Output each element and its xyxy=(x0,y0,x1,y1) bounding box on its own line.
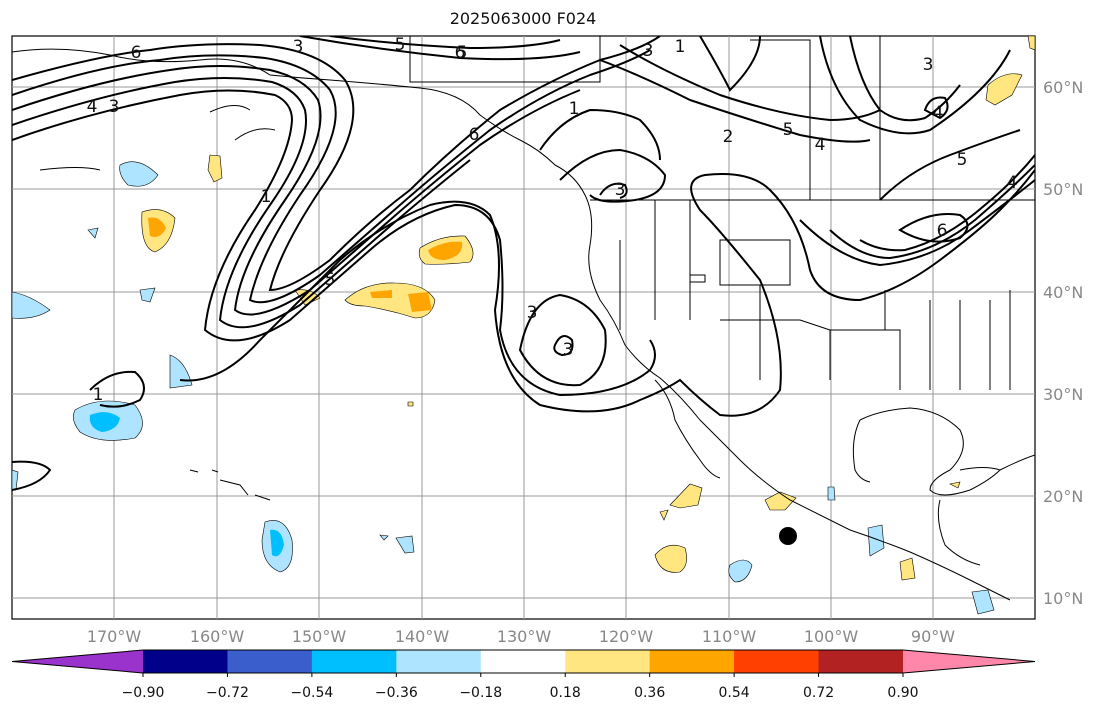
colorbar-tick-label: −0.90 xyxy=(122,685,165,701)
map-title: 2025063000 F024 xyxy=(449,9,597,28)
colorbar-segment xyxy=(649,650,735,673)
colorbar-extend-high xyxy=(903,650,1035,673)
lat-tick-label: 10°N xyxy=(1043,589,1083,608)
lon-tick-label: 120°W xyxy=(599,627,654,646)
contour-label: 6 xyxy=(131,43,142,63)
contour-label: 2 xyxy=(723,127,734,147)
contour-label: 1 xyxy=(675,37,686,57)
colorbar-tick-label: 0.90 xyxy=(887,685,918,701)
tropical-cyclone-marker xyxy=(779,527,797,545)
contour-label: 3 xyxy=(923,55,934,75)
colorbar-segment xyxy=(311,650,397,673)
lat-tick-label: 30°N xyxy=(1043,385,1083,404)
contour-label: 5 xyxy=(783,120,794,140)
lon-tick-label: 150°W xyxy=(292,627,347,646)
contour-label: 3 xyxy=(527,303,538,323)
positive-anomaly-shading xyxy=(141,36,1035,581)
colorbar-tick-label: −0.36 xyxy=(375,685,418,701)
colorbar-extend-low xyxy=(12,650,143,673)
lat-tick-label: 20°N xyxy=(1043,487,1083,506)
contour-label: 3 xyxy=(293,37,304,57)
colorbar-tick-label: 0.72 xyxy=(803,685,834,701)
lat-tick-label: 40°N xyxy=(1043,283,1083,302)
colorbar xyxy=(11,649,1036,674)
contour-label: 3 xyxy=(615,180,626,200)
contour-label: 4 xyxy=(1007,173,1018,193)
lon-tick-label: 110°W xyxy=(702,627,757,646)
contour-label: 4 xyxy=(815,135,826,155)
contour-label: 4 xyxy=(87,97,98,117)
graticule xyxy=(12,36,1035,619)
colorbar-tick-labels: −0.90 −0.72 −0.54 −0.36 −0.18 0.18 0.36 0.54 0.7… xyxy=(122,673,919,701)
colorbar-tick-label: −0.18 xyxy=(459,685,502,701)
lon-tick-label: 140°W xyxy=(395,627,450,646)
contour-label: 3 xyxy=(563,340,574,360)
lat-tick-label: 50°N xyxy=(1043,180,1083,199)
lon-tick-label: 90°W xyxy=(911,627,955,646)
lon-tick-label: 160°W xyxy=(190,627,245,646)
negative-anomaly-shading xyxy=(12,161,995,615)
colorbar-tick-label: −0.72 xyxy=(206,685,249,701)
colorbar-tick-label: −0.54 xyxy=(290,685,333,701)
contour-label: 1 xyxy=(569,99,580,119)
contour-lines xyxy=(12,36,1035,491)
colorbar-segment xyxy=(734,650,820,673)
colorbar-tick-label: 0.36 xyxy=(634,685,665,701)
contour-label: 6 xyxy=(455,43,466,63)
contour-label: 5 xyxy=(395,35,406,55)
longitude-labels: 170°W 160°W 150°W 140°W 130°W 120°W 110°W 100°W… xyxy=(87,627,955,646)
colorbar-segment xyxy=(227,650,313,673)
colorbar-segment xyxy=(565,650,651,673)
contour-label: 6 xyxy=(469,125,480,145)
lat-tick-label: 60°N xyxy=(1043,78,1083,97)
colorbar-tick-label: 0.18 xyxy=(550,685,581,701)
contour-label: 5 xyxy=(957,150,968,170)
contour-label: 5 xyxy=(457,43,468,63)
colorbar-tick-label: 0.54 xyxy=(719,685,750,701)
latitude-labels: 60°N 50°N 40°N 30°N 20°N 10°N xyxy=(1043,78,1083,608)
lon-tick-label: 130°W xyxy=(497,627,552,646)
coastlines xyxy=(12,36,1035,601)
colorbar-segment xyxy=(143,650,228,673)
colorbar-segment xyxy=(396,650,482,673)
contour-label: 6 xyxy=(937,221,948,241)
contour-label: 3 xyxy=(643,41,654,61)
contour-label: 5 xyxy=(325,270,336,290)
contour-label: 1 xyxy=(93,385,104,405)
colorbar-segment xyxy=(480,650,566,673)
contour-label: 3 xyxy=(109,97,120,117)
colorbar-segment xyxy=(818,650,904,673)
contour-label: 4 xyxy=(933,103,944,123)
lon-tick-label: 100°W xyxy=(804,627,859,646)
contour-label: 1 xyxy=(261,187,272,207)
lon-tick-label: 170°W xyxy=(87,627,142,646)
